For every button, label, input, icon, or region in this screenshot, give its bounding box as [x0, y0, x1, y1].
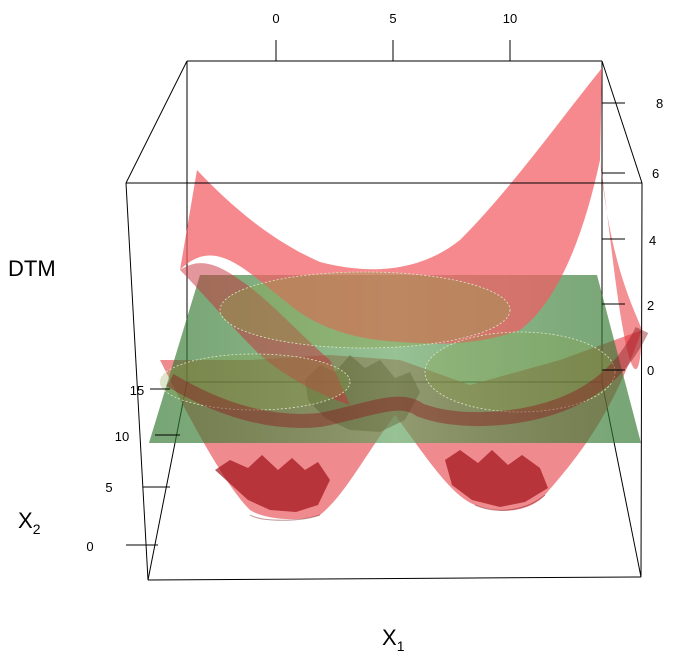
x1-tick-label: 10 — [503, 11, 517, 26]
red-surface-upper — [159, 68, 649, 428]
x2-tick-label: 10 — [115, 429, 129, 444]
dtm-axis-title: DTM — [8, 256, 56, 281]
x1-axis: 0 5 10 — [272, 11, 517, 61]
x2-axis-title-main: X — [18, 508, 33, 533]
x2-tick-label: 0 — [86, 539, 93, 554]
x1-axis-title-subscript: 1 — [397, 638, 405, 652]
dtm-tick-label: 4 — [649, 233, 656, 248]
bounding-box-front — [125, 182, 643, 581]
x2-tick-label: 15 — [130, 383, 144, 398]
dtm-tick-label: 0 — [647, 363, 654, 378]
x1-axis-title: X1 — [382, 625, 405, 652]
x2-tick-label: 5 — [105, 480, 112, 495]
dtm-tick-label: 6 — [652, 166, 659, 181]
x1-tick-label: 5 — [389, 11, 396, 26]
x2-axis: 0 5 10 15 — [86, 383, 180, 554]
dtm-axis: 0 2 4 6 8 — [602, 96, 663, 378]
dtm-tick-label: 2 — [647, 298, 654, 313]
x1-axis-title-main: X — [382, 625, 397, 650]
x1-tick-label: 0 — [272, 11, 279, 26]
x2-axis-title: X2 — [18, 508, 41, 537]
dtm-tick-label: 8 — [656, 96, 663, 111]
x2-axis-title-subscript: 2 — [33, 521, 41, 537]
